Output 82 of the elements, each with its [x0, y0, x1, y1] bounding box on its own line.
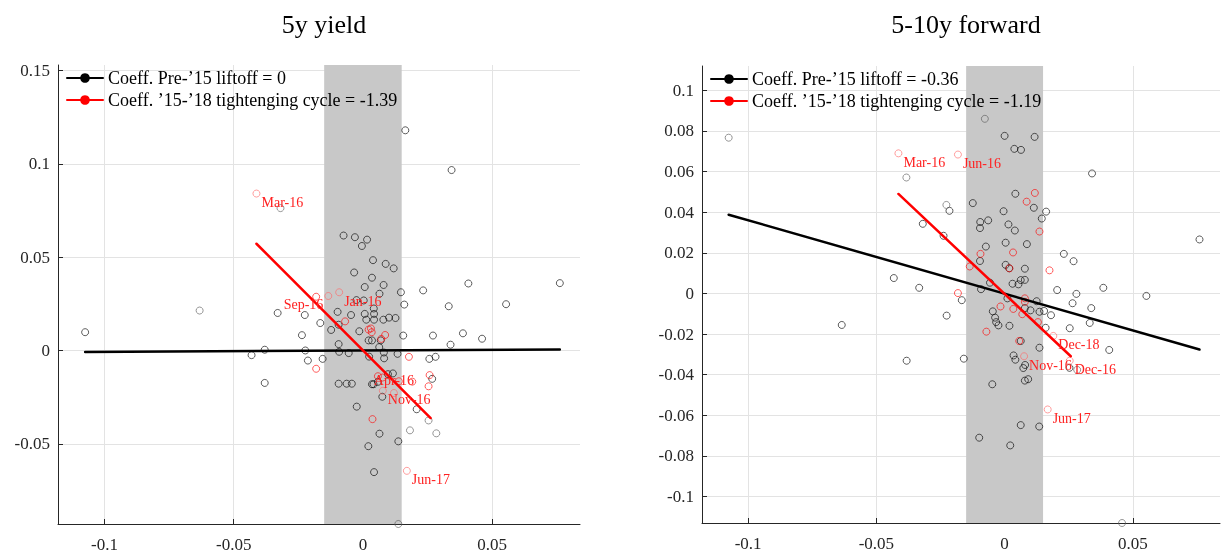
- annotation: Mar-16: [261, 195, 304, 211]
- point: [432, 429, 441, 438]
- legend-label: Coeff. ’15-’18 tightenging cycle = -1.39: [108, 90, 398, 110]
- x-tick-label: -0.05: [216, 535, 252, 554]
- point: [1043, 405, 1052, 414]
- y-tick-label: 0.06: [664, 162, 694, 182]
- y-tick-label: 0.1: [28, 154, 50, 174]
- y-tick-label: -0.1: [667, 487, 694, 507]
- y-tick-label: -0.06: [658, 405, 694, 425]
- point: [367, 324, 375, 333]
- point: [424, 416, 433, 425]
- y-tick-label: -0.02: [658, 324, 694, 344]
- y-tick-label: 0.05: [20, 247, 50, 267]
- point: [1118, 519, 1126, 527]
- point: [402, 466, 411, 475]
- annotation: Mar-16: [903, 154, 946, 170]
- point: [335, 288, 344, 297]
- point: [367, 328, 376, 337]
- annotation: Jan-16: [344, 293, 382, 309]
- point: [1020, 297, 1029, 306]
- point: [942, 201, 951, 209]
- point: [424, 382, 433, 391]
- legend-label: Coeff. Pre-’15 liftoff = 0: [108, 68, 286, 88]
- y-tick-label: 0: [41, 340, 50, 360]
- x-tick-label: 0.05: [1117, 534, 1148, 553]
- point: [894, 149, 903, 158]
- x-tick-label: 0: [358, 535, 368, 554]
- point: [381, 331, 390, 339]
- y-tick-label: -0.04: [658, 365, 695, 385]
- point: [324, 292, 333, 300]
- chart-title: 5-10y forward: [891, 9, 1041, 39]
- point: [1022, 197, 1031, 206]
- point: [980, 114, 989, 123]
- y-tick-label: 0.02: [664, 243, 694, 263]
- point: [368, 415, 377, 424]
- point: [954, 150, 962, 159]
- point: [976, 249, 985, 258]
- legend-label: Coeff. Pre-’15 liftoff = -0.36: [752, 69, 959, 89]
- point: [954, 289, 962, 297]
- annotation: Dec-16: [1074, 362, 1116, 378]
- annotation: Jun-17: [411, 472, 450, 488]
- point: [406, 426, 414, 435]
- point: [1018, 310, 1027, 319]
- point: [1020, 352, 1028, 361]
- chart-title: 5y yield: [281, 9, 367, 39]
- point: [724, 133, 733, 142]
- y-tick-label: -0.05: [14, 434, 50, 454]
- point: [902, 173, 911, 182]
- point: [1009, 305, 1018, 313]
- point: [1034, 318, 1042, 327]
- x-tick-label: -0.1: [91, 535, 118, 554]
- y-tick-label: 0.15: [20, 61, 50, 81]
- point: [965, 262, 974, 271]
- legend-label: Coeff. ’15-’18 tightenging cycle = -1.19: [752, 91, 1042, 111]
- point: [405, 352, 413, 361]
- point: [1035, 227, 1044, 236]
- point: [982, 327, 991, 336]
- annotation: Dec-18: [1058, 337, 1100, 353]
- x-tick-label: 0: [1000, 534, 1009, 553]
- point: [996, 302, 1005, 311]
- point: [1030, 189, 1039, 197]
- x-tick-label: 0.05: [477, 535, 508, 554]
- point: [1045, 266, 1054, 275]
- y-tick-label: -0.08: [658, 446, 694, 466]
- point: [312, 364, 321, 373]
- annotation: Nov-16: [1029, 357, 1072, 373]
- point: [252, 189, 261, 198]
- point: [1020, 294, 1029, 303]
- y-tick-label: 0: [685, 283, 694, 303]
- x-tick-label: -0.1: [734, 534, 762, 553]
- point: [341, 317, 349, 326]
- point: [394, 520, 403, 528]
- annotation: Jun-16: [962, 156, 1002, 172]
- x-tick-label: -0.05: [858, 534, 895, 553]
- y-tick-label: 0.04: [664, 202, 695, 222]
- y-tick-label: 0.1: [672, 80, 694, 100]
- point: [195, 306, 204, 315]
- point: [1009, 248, 1017, 257]
- point: [425, 371, 434, 379]
- y-tick-label: 0.08: [664, 121, 694, 141]
- annotation: Jun-17: [1052, 410, 1091, 426]
- point: [364, 325, 373, 334]
